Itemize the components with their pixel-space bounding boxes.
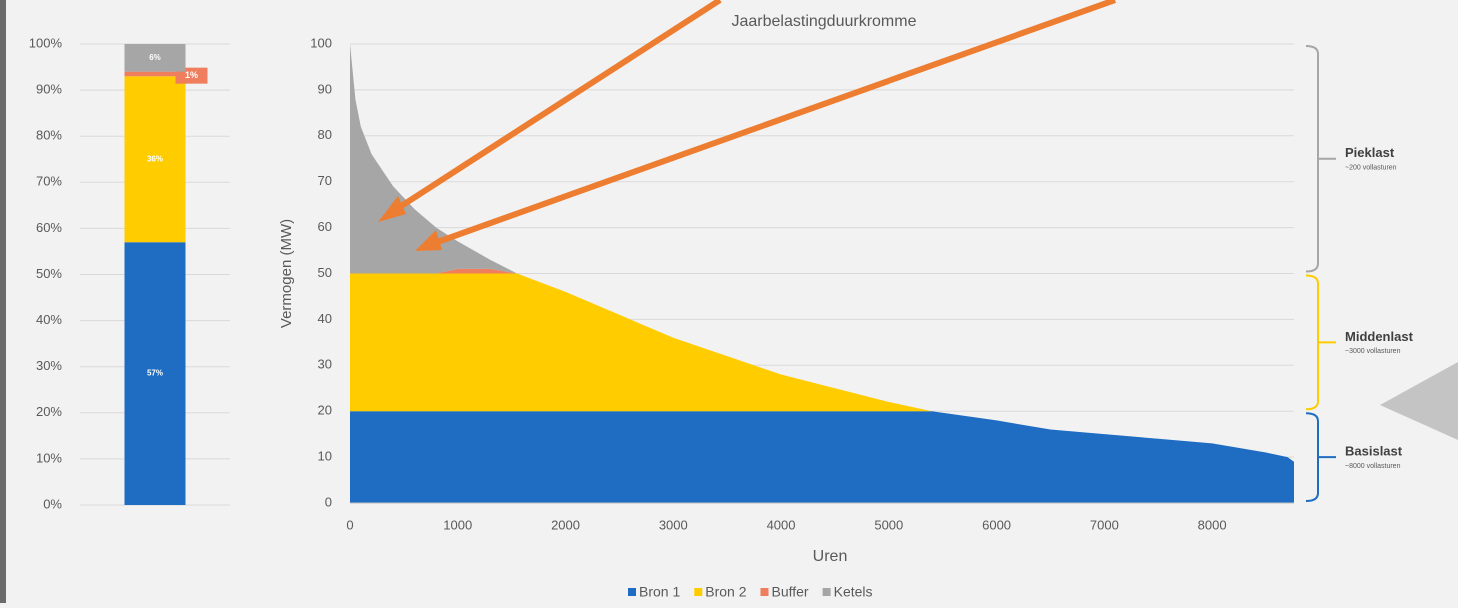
y-axis-label: Vermogen (MW): [278, 219, 295, 328]
legend-label: Ketels: [834, 584, 873, 600]
legend-swatch: [760, 588, 769, 596]
y-tick-label: 50: [318, 265, 332, 280]
left-border: [0, 0, 6, 603]
y-tick-label: 40%: [36, 312, 62, 327]
x-axis-label: Uren: [813, 548, 848, 565]
bar-segment: [124, 71, 186, 77]
x-tick-label: 6000: [982, 517, 1011, 532]
value-label: 6%: [149, 53, 161, 62]
y-tick-label: 20%: [36, 404, 62, 419]
value-label: 36%: [147, 154, 163, 163]
y-tick-label: 100%: [29, 35, 63, 50]
legend-label: Buffer: [772, 584, 809, 600]
arrow-head: [415, 230, 442, 251]
y-tick-label: 100: [310, 35, 332, 50]
x-tick-label: 0: [346, 517, 353, 532]
annotation-subtitle: ~8000 vollasturen: [1345, 463, 1401, 470]
annotation-subtitle: ~3000 vollasturen: [1345, 348, 1401, 355]
bracket: [1305, 274, 1336, 411]
y-tick-label: 10%: [36, 450, 62, 465]
y-tick-label: 80%: [36, 128, 62, 143]
bar-segment: [124, 44, 186, 72]
y-tick-label: 20: [318, 403, 332, 418]
legend-label: Bron 2: [705, 584, 746, 600]
y-tick-label: 50%: [36, 266, 62, 281]
value-label: 1%: [185, 70, 198, 80]
x-tick-label: 5000: [874, 517, 903, 532]
area: [350, 273, 1294, 462]
y-tick-label: 90: [318, 81, 332, 96]
x-tick-label: 3000: [659, 517, 688, 532]
duration-chart: Jaarbelastingduurkromme 0 10 20 30 40 50 60 70 80…: [278, 13, 1414, 599]
y-tick-label: 70: [318, 173, 332, 188]
y-tick-label: 0%: [43, 496, 62, 511]
annotation-subtitle: ~200 vollasturen: [1345, 165, 1397, 172]
x-tick-label: 7000: [1090, 517, 1119, 532]
y-tick-label: 30%: [36, 358, 62, 373]
y-tick-label: 60: [318, 219, 332, 234]
bracket: [1305, 45, 1336, 273]
legend-swatch: [628, 588, 636, 596]
y-tick-label: 0: [325, 494, 332, 509]
chart-title: Jaarbelastingduurkromme: [732, 13, 917, 30]
x-tick-label: 4000: [767, 517, 796, 532]
legend-swatch: [694, 588, 703, 596]
bar-segment: [124, 242, 186, 506]
arrow: [430, 0, 1117, 247]
bar-segment: [124, 76, 186, 243]
y-tick-label: 90%: [36, 82, 62, 97]
annotation-title: Basislast: [1345, 444, 1403, 459]
x-tick-label: 1000: [443, 517, 472, 532]
y-tick-label: 30: [318, 357, 332, 372]
pointer-shape: [1380, 362, 1458, 440]
annotation-title: Middenlast: [1345, 329, 1414, 344]
legend-label: Bron 1: [639, 584, 680, 600]
annotation-title: Pieklast: [1345, 145, 1395, 160]
area: [350, 411, 1294, 503]
value-label: 57%: [147, 369, 163, 378]
arrow: [390, 0, 722, 215]
y-tick-label: 80: [318, 127, 332, 142]
y-tick-label: 10: [318, 449, 332, 464]
arrows: [378, 0, 1117, 251]
bracket: [1305, 412, 1336, 502]
share-chart: 0% 10% 20% 30% 40% 50% 60% 70% 80% 90% 100% 57% 36% 1…: [29, 35, 230, 511]
y-tick-label: 70%: [36, 174, 62, 189]
y-tick-label: 40: [318, 311, 332, 326]
x-tick-label: 2000: [551, 517, 580, 532]
arrow-head: [378, 196, 406, 222]
y-tick-label: 60%: [36, 220, 62, 235]
x-tick-label: 8000: [1198, 517, 1227, 532]
legend-swatch: [822, 588, 831, 596]
